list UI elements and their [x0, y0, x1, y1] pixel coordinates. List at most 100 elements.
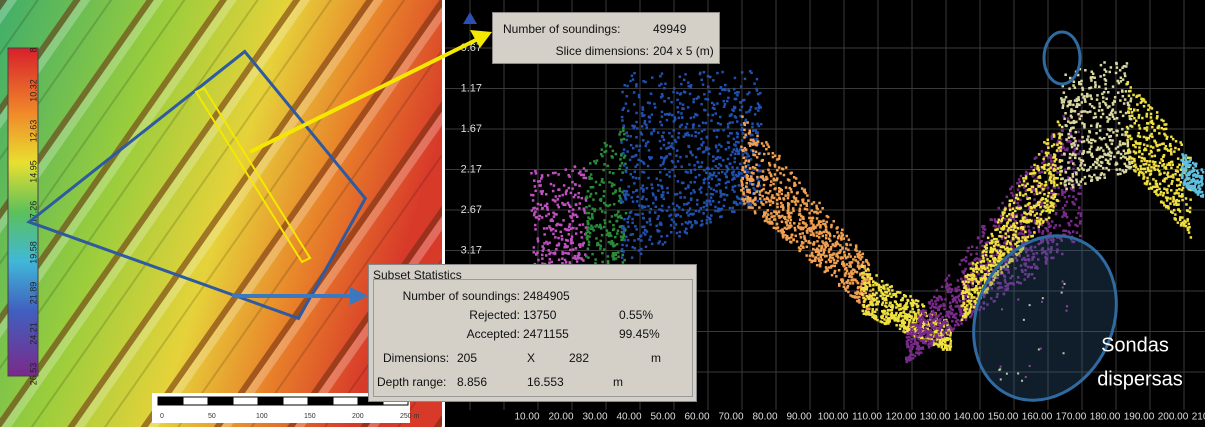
sounding-point: [720, 164, 723, 167]
sounding-point: [626, 167, 629, 170]
sounding-point: [1067, 161, 1070, 164]
sounding-point: [700, 186, 703, 189]
sounding-point: [737, 150, 740, 153]
sounding-point: [845, 267, 848, 270]
sounding-point: [748, 142, 751, 145]
sounding-point: [555, 195, 558, 198]
sounding-point: [638, 149, 641, 152]
sounding-point: [1036, 193, 1039, 196]
sounding-point: [950, 305, 953, 308]
sounding-point: [801, 199, 804, 202]
sounding-point: [1032, 186, 1035, 189]
sounding-point: [746, 174, 749, 177]
sounding-point: [1136, 109, 1139, 112]
sounding-point: [857, 261, 860, 264]
sounding-point: [1101, 93, 1104, 96]
sounding-point: [776, 223, 779, 226]
sounding-point: [644, 206, 647, 209]
sounding-point: [813, 241, 816, 244]
sounding-point: [1046, 154, 1049, 157]
sounding-point: [1074, 157, 1077, 160]
sounding-point: [909, 349, 912, 352]
sounding-point: [984, 268, 987, 271]
sounding-point: [847, 291, 850, 294]
sounding-point: [567, 202, 570, 205]
sounding-point: [635, 136, 638, 139]
sounding-point: [627, 221, 630, 224]
sounding-point: [710, 174, 713, 177]
sounding-point: [1053, 184, 1056, 187]
sounding-point: [709, 221, 712, 224]
sounding-point: [902, 307, 905, 310]
sounding-point: [691, 213, 694, 216]
sounding-point: [1069, 103, 1072, 106]
sounding-point: [557, 173, 560, 176]
sounding-point: [708, 186, 711, 189]
sounding-point: [698, 125, 701, 128]
sounding-point: [770, 175, 773, 178]
sounding-point: [1138, 124, 1141, 127]
sounding-point: [1072, 168, 1075, 171]
sounding-point: [833, 235, 836, 238]
sounding-point: [970, 253, 973, 256]
sounding-point: [947, 288, 950, 291]
sounding-point: [1112, 103, 1115, 106]
sounding-point: [587, 256, 590, 259]
sounding-point: [997, 244, 1000, 247]
sounding-point: [778, 166, 781, 169]
sounding-point: [1067, 179, 1070, 182]
sounding-point: [1075, 198, 1078, 201]
sounding-point: [971, 246, 974, 249]
sounding-point: [1099, 129, 1102, 132]
sounding-point: [736, 136, 739, 139]
sounding-point: [622, 250, 625, 253]
sounding-point: [648, 120, 651, 123]
sounding-point: [618, 200, 621, 203]
sounding-point: [1126, 62, 1129, 64]
sounding-point: [879, 295, 882, 298]
sounding-point: [767, 213, 770, 216]
sounding-point: [1008, 235, 1011, 238]
sounding-point: [832, 253, 835, 256]
sounding-point: [774, 155, 777, 158]
sounding-point: [1112, 116, 1115, 119]
sounding-point: [780, 202, 783, 205]
sounding-point: [1103, 137, 1106, 140]
sounding-point: [585, 177, 588, 180]
sounding-point: [649, 220, 652, 223]
sounding-point: [1169, 197, 1172, 200]
sounding-point: [946, 326, 949, 329]
sounding-point: [700, 143, 703, 146]
sounding-point: [1141, 153, 1144, 156]
sounding-point: [541, 216, 544, 219]
sounding-point: [1098, 86, 1101, 89]
sounding-point: [1118, 122, 1121, 125]
sounding-point: [849, 255, 852, 257]
sounding-point: [952, 300, 955, 303]
sounding-point: [554, 236, 557, 239]
sounding-point: [986, 266, 989, 269]
sounding-point: [708, 200, 711, 203]
sounding-point: [1141, 117, 1144, 120]
sounding-point: [1050, 182, 1053, 185]
sounding-point: [770, 221, 773, 224]
sounding-point: [763, 153, 766, 156]
sounding-point: [566, 189, 569, 192]
sounding-point: [624, 84, 627, 87]
sounding-point: [659, 140, 662, 143]
sounding-point: [559, 224, 562, 227]
sounding-point: [966, 289, 969, 292]
sounding-point: [537, 203, 540, 206]
sounding-point: [1064, 74, 1067, 77]
sounding-point: [554, 200, 557, 203]
sounding-point: [631, 222, 634, 225]
sounding-point: [578, 172, 581, 175]
sounding-point: [818, 202, 821, 205]
sounding-point: [551, 261, 554, 264]
sounding-point: [809, 255, 812, 258]
sounding-point: [601, 252, 604, 255]
sounding-point: [971, 279, 974, 282]
sounding-point: [633, 91, 636, 94]
sounding-point: [1042, 230, 1045, 233]
sounding-point: [695, 156, 698, 159]
